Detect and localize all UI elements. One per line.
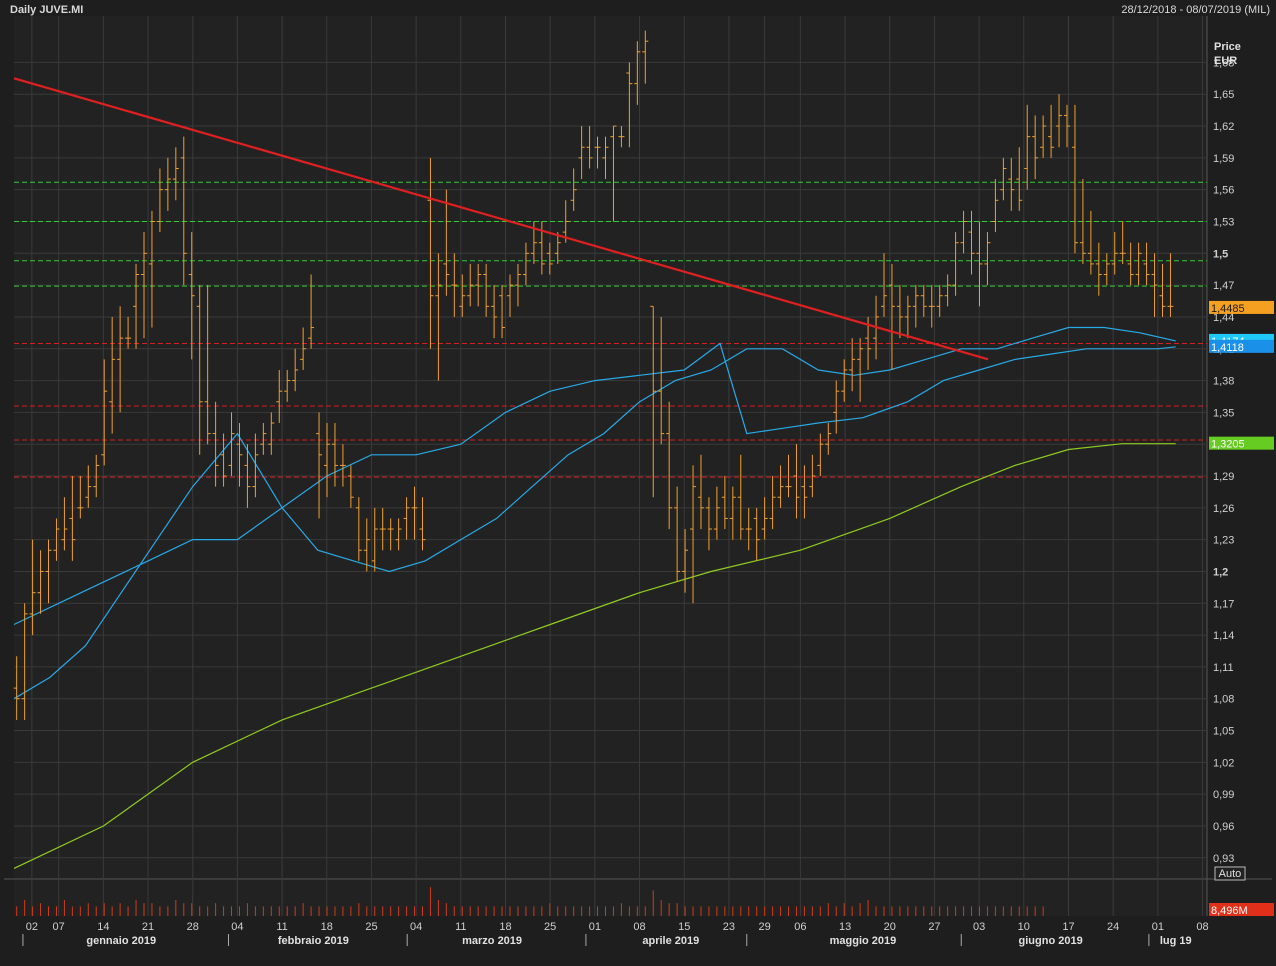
y-tick-label: 1,26 [1213,503,1234,515]
price-tag-label: 1,4118 [1211,342,1244,354]
y-tick-label: 1,59 [1213,153,1234,165]
ma-slow-line [13,443,1176,869]
y-tick-label: 1,05 [1213,726,1234,738]
x-month-label: febbraio 2019 [278,935,349,947]
x-tick-label: 04 [231,921,243,933]
x-tick-label: 11 [455,921,466,933]
x-tick-label: 04 [410,921,422,933]
x-tick-label: 06 [794,921,806,933]
x-tick-label: 10 [1018,921,1030,933]
chart-title: Daily JUVE.MI [10,4,84,16]
y-tick-label: 1,47 [1213,280,1234,292]
plot-area [14,16,1207,879]
y-tick-label: 1,5 [1213,248,1228,260]
y-tick-label: 1,17 [1213,598,1234,610]
x-month-label: aprile 2019 [642,935,699,947]
y-tick-label: 1,38 [1213,376,1234,388]
date-range: 28/12/2018 - 08/07/2019 (MIL) [1121,4,1270,16]
y-tick-label: 0,96 [1213,821,1234,833]
x-tick-label: 25 [365,921,377,933]
x-tick-label: 14 [97,921,109,933]
currency-label: EUR [1214,55,1237,67]
y-tick-label: 1,2 [1213,566,1228,578]
x-tick-label: 20 [884,921,896,933]
ma-mid-line [13,342,1176,626]
x-month-label: lug 19 [1160,935,1192,947]
volume-tag-label: 8,496M [1211,905,1248,917]
price-tag [1209,436,1274,450]
y-tick-label: 1,35 [1213,407,1234,419]
y-tick-label: 1,56 [1213,185,1234,197]
x-tick-label: 18 [499,921,511,933]
x-tick-label: 23 [723,921,735,933]
price-tag-label: 1,4485 [1211,303,1245,315]
y-tick-label: 1,11 [1213,662,1234,674]
y-tick-label: 1,68 [1213,57,1234,69]
x-tick-label: 27 [928,921,940,933]
x-tick-label: 29 [759,921,771,933]
x-tick-label: 25 [544,921,556,933]
volume-tag [1209,903,1274,916]
y-tick-label: 0,99 [1213,789,1234,801]
y-tick-label: 1,23 [1213,535,1234,547]
x-tick-label: 08 [1196,921,1208,933]
ma-fast-line [13,326,1176,700]
x-tick-label: 13 [839,921,851,933]
y-tick-label: 1,02 [1213,757,1234,769]
price-tag-label: 1,3205 [1211,439,1245,451]
y-tick-label: 1,65 [1213,89,1234,101]
x-tick-label: 28 [187,921,199,933]
x-tick-label: 02 [26,921,38,933]
x-tick-label: 07 [53,921,65,933]
y-tick-label: 1,53 [1213,216,1234,228]
trendline [13,77,989,361]
y-tick-label: 1,62 [1213,121,1234,133]
x-tick-label: 01 [1152,921,1164,933]
x-tick-label: 11 [276,921,287,933]
x-tick-label: 01 [589,921,601,933]
x-month-label: marzo 2019 [462,935,522,947]
x-tick-label: 15 [678,921,690,933]
x-month-label: giugno 2019 [1019,935,1083,947]
y-tick-label: 1,29 [1213,471,1234,483]
volume-area [14,880,1207,916]
auto-scale-label: Auto [1219,868,1242,880]
x-month-label: maggio 2019 [830,935,897,947]
x-tick-label: 17 [1062,921,1074,933]
x-tick-label: 24 [1107,921,1119,933]
price-tag [1209,300,1274,314]
price-tag [1209,339,1274,353]
x-tick-label: 03 [973,921,985,933]
x-month-label: gennaio 2019 [86,935,156,947]
y-tick-label: 1,44 [1213,312,1234,324]
y-tick-label: 0,93 [1213,853,1234,865]
price-axis-label: Price [1214,41,1241,53]
x-tick-label: 18 [321,921,333,933]
y-tick-label: 1,14 [1213,630,1234,642]
x-tick-label: 08 [633,921,645,933]
x-tick-label: 21 [142,921,154,933]
auto-scale-box [1214,866,1246,881]
y-tick-label: 1,08 [1213,694,1234,706]
